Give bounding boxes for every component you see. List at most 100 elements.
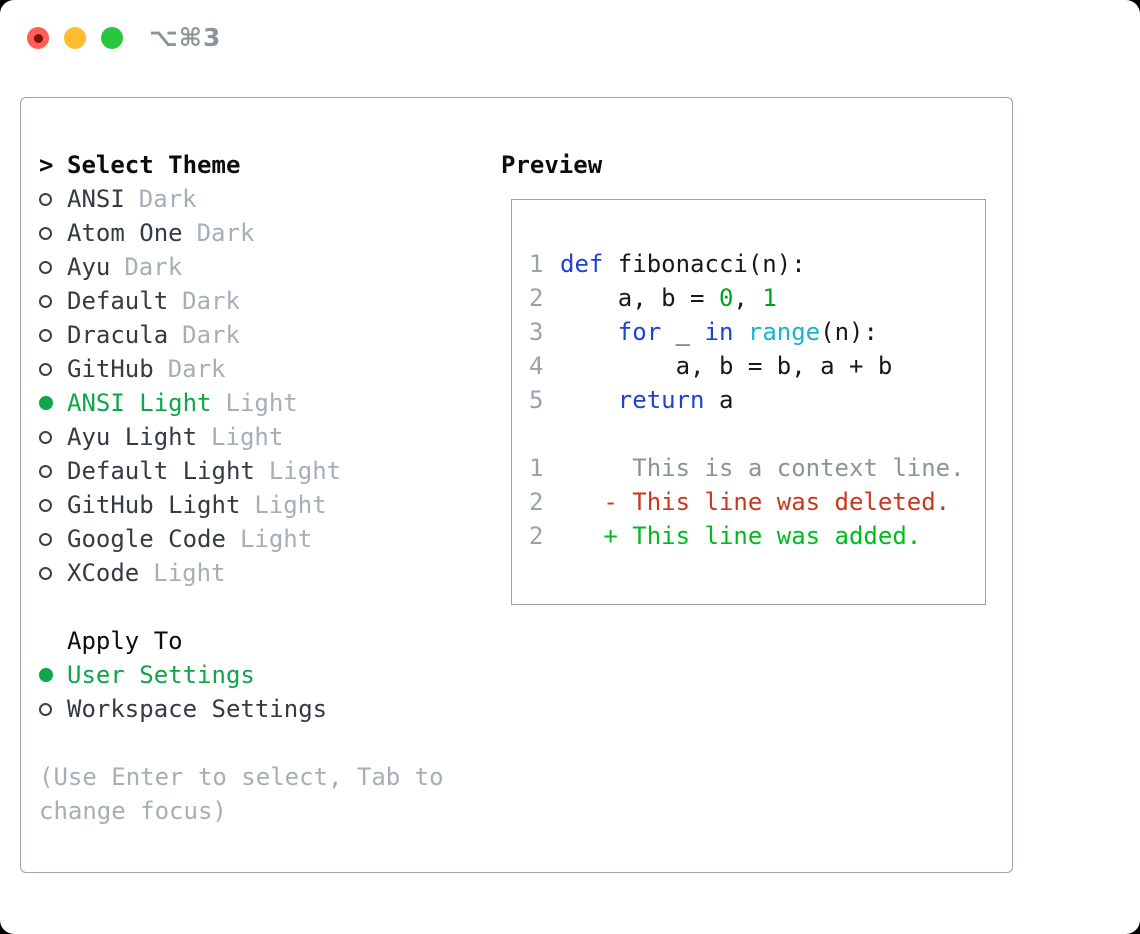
keyboard-hint-line: change focus) (39, 797, 227, 825)
code-line-2: 2 a, b = 0, 1 (529, 281, 985, 315)
line-number: 4 (529, 352, 544, 380)
theme-option-github[interactable]: GitHub Dark (39, 352, 444, 386)
line-number: 5 (529, 386, 544, 414)
radio-dot (39, 260, 52, 274)
theme-option-dracula[interactable]: Dracula Dark (39, 318, 444, 352)
theme-variant-label: Light (268, 457, 342, 485)
code-segment-fg (560, 386, 618, 414)
theme-variant-label: Dark (167, 355, 226, 383)
keyboard-hint-line: (Use Enter to select, Tab to (39, 763, 444, 791)
code-line-7: 1 This is a context line. (529, 451, 985, 485)
theme-option-label: GitHub (67, 355, 154, 383)
theme-option-label: Ayu (67, 253, 111, 281)
theme-option-label: ANSI Light (67, 389, 212, 417)
zoom-button[interactable] (101, 27, 123, 49)
theme-variant-label: Dark (138, 185, 197, 213)
code-segment-num: 0 (718, 284, 734, 312)
theme-option-label: Ayu Light (67, 423, 198, 451)
theme-option-xcode[interactable]: XCode Light (39, 556, 444, 590)
theme-option-label: XCode (67, 559, 140, 587)
preview-title: Preview (501, 151, 603, 179)
cursor-icon: > (39, 151, 54, 179)
theme-option-default-light[interactable]: Default Light Light (39, 454, 444, 488)
theme-variant-label: Light (211, 423, 284, 451)
code-segment-fg (733, 318, 747, 346)
theme-variant-label: Dark (182, 321, 240, 349)
spacer (39, 590, 444, 624)
apply-option-workspace-settings[interactable]: Workspace Settings (39, 692, 444, 726)
code-segment-fg: (n): (820, 318, 878, 346)
theme-option-google-code[interactable]: Google Code Light (39, 522, 444, 556)
theme-option-ansi-light[interactable]: ANSI Light Light (39, 386, 444, 420)
code-segment-fn: range (747, 318, 821, 346)
radio-dot-filled (39, 396, 53, 410)
radio-icon (39, 430, 67, 444)
radio-icon (39, 294, 67, 308)
line-number: 2 (529, 284, 544, 312)
code-segment-fg: fibonacci(n): (603, 250, 806, 278)
code-segment-kw: in (704, 318, 734, 346)
radio-icon (39, 566, 67, 580)
code-segment-kw: for (617, 318, 662, 346)
radio-icon (39, 498, 67, 512)
code-segment-ctx: This is a context line. (560, 454, 965, 482)
radio-dot (39, 226, 52, 240)
radio-dot (39, 532, 52, 546)
theme-variant-label: Dark (196, 219, 255, 247)
titlebar: ⌥⌘3 (27, 23, 222, 52)
traffic-lights (27, 27, 123, 49)
theme-selector-panel: > Select Theme ANSI Dark Atom One Dark Ayu Da… (20, 97, 1013, 873)
keyboard-hint: (Use Enter to select, Tab to change focus… (39, 760, 444, 828)
apply-to-title: Apply To (67, 627, 183, 655)
theme-option-atom-one[interactable]: Atom One Dark (39, 216, 444, 250)
radio-dot (39, 328, 52, 342)
line-number: 3 (529, 318, 544, 346)
radio-icon (39, 362, 67, 376)
radio-dot (39, 362, 52, 376)
theme-option-ayu[interactable]: Ayu Dark (39, 250, 444, 284)
apply-to-header: Apply To (39, 624, 444, 658)
theme-option-default[interactable]: Default Dark (39, 284, 444, 318)
apply-option-label: Workspace Settings (67, 695, 328, 723)
select-theme-title: Select Theme (67, 151, 241, 179)
apply-option-user-settings[interactable]: User Settings (39, 658, 444, 692)
code-segment-kw: def (560, 250, 604, 278)
theme-option-label: Google Code (67, 525, 226, 553)
close-button[interactable] (27, 27, 49, 49)
minimize-button[interactable] (64, 27, 86, 49)
line-number: 2 (529, 488, 544, 516)
code-segment-num: 1 (762, 284, 777, 312)
blank-line (529, 417, 985, 451)
radio-dot (39, 566, 52, 580)
code-segment-del: - This line was deleted. (560, 488, 951, 516)
theme-variant-label: Light (153, 559, 226, 587)
code-line-9: 2 + This line was added. (529, 519, 985, 553)
code-line-3: 3 for _ in range (n): (529, 315, 985, 349)
radio-dot (39, 702, 52, 716)
radio-icon (39, 702, 67, 716)
select-theme-header: > Select Theme (39, 148, 444, 182)
window-shortcut-label: ⌥⌘3 (149, 23, 222, 52)
radio-dot (39, 192, 52, 206)
theme-variant-label: Light (225, 389, 298, 417)
radio-icon (39, 464, 67, 478)
code-segment-fg: a, b = b, a + b (560, 352, 893, 380)
code-segment-add: + This line was added. (560, 522, 922, 550)
theme-option-label: ANSI (67, 185, 125, 213)
theme-option-ayu-light[interactable]: Ayu Light Light (39, 420, 444, 454)
line-number: 1 (529, 250, 544, 278)
radio-dot-filled (39, 668, 53, 682)
code-segment-fg: , (733, 284, 763, 312)
theme-list-column: > Select Theme ANSI Dark Atom One Dark Ayu Da… (39, 148, 444, 828)
apply-to-list: User Settings Workspace Settings (39, 658, 444, 726)
code-segment-fg: a, b = (560, 284, 719, 312)
code-line-1: 1 def fibonacci(n): (529, 247, 985, 281)
radio-dot (39, 430, 52, 444)
radio-icon (39, 226, 67, 240)
theme-variant-label: Light (239, 525, 313, 553)
theme-option-ansi[interactable]: ANSI Dark (39, 182, 444, 216)
theme-variant-label: Light (254, 491, 327, 519)
theme-option-github-light[interactable]: GitHub Light Light (39, 488, 444, 522)
